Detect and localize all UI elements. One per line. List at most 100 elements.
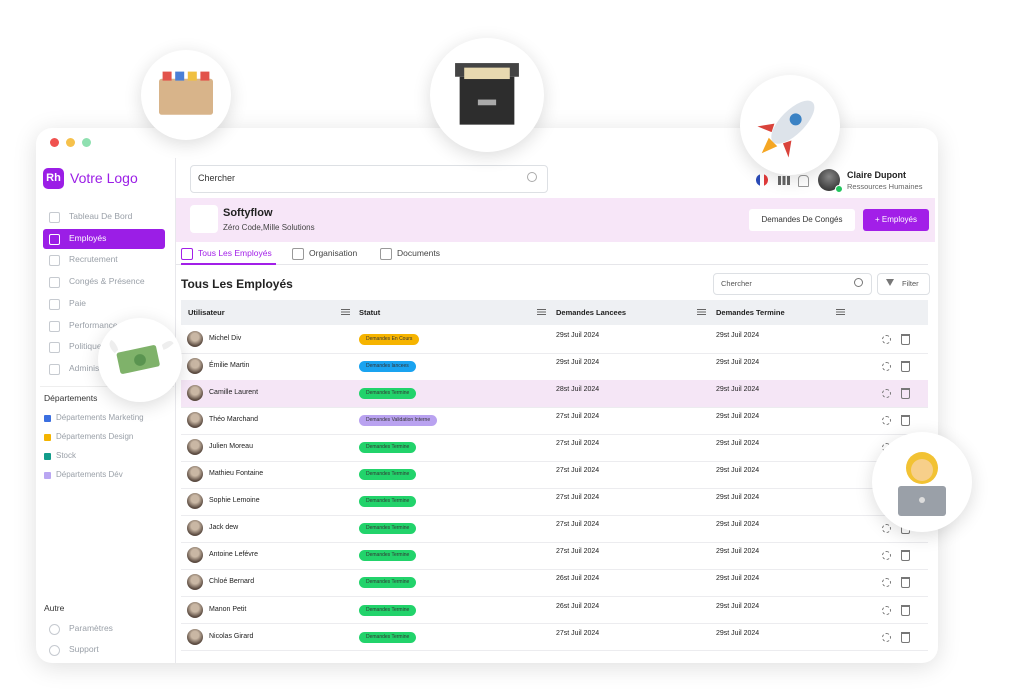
employee-name: Théo Marchand bbox=[209, 416, 259, 424]
tab[interactable]: Tous Les Employés bbox=[198, 248, 272, 258]
nav-item[interactable]: Congés & Présence bbox=[69, 276, 145, 287]
status-pill: Demandes En Cours bbox=[359, 334, 420, 345]
sort-icon[interactable] bbox=[697, 309, 706, 315]
row-border bbox=[181, 623, 928, 624]
tab[interactable]: Organisation bbox=[309, 248, 358, 258]
column-header: Utilisateur bbox=[188, 308, 225, 317]
delete-icon[interactable] bbox=[901, 361, 910, 373]
row-border bbox=[181, 541, 928, 543]
settings-icon[interactable] bbox=[882, 362, 891, 372]
apps-icon[interactable] bbox=[778, 176, 790, 185]
settings-icon[interactable] bbox=[882, 632, 891, 642]
nav-icon bbox=[49, 255, 60, 267]
online-dot bbox=[835, 185, 843, 193]
nav-icon bbox=[49, 645, 60, 656]
delete-icon[interactable] bbox=[901, 604, 910, 616]
filter-icon bbox=[886, 279, 894, 286]
row-border bbox=[181, 487, 928, 489]
illustration bbox=[757, 100, 815, 158]
settings-icon[interactable] bbox=[882, 389, 891, 399]
delete-icon[interactable] bbox=[901, 334, 910, 345]
row-border bbox=[181, 379, 928, 381]
dept-item[interactable]: Départements Design bbox=[56, 432, 134, 441]
date-end: 29st Juil 2024 bbox=[716, 629, 760, 637]
delete-icon[interactable] bbox=[901, 388, 910, 400]
row-border bbox=[181, 460, 928, 462]
avatar bbox=[187, 439, 203, 456]
nav-item[interactable]: Support bbox=[69, 644, 99, 654]
bell-icon[interactable] bbox=[798, 175, 809, 187]
search-placeholder: Chercher bbox=[721, 279, 752, 288]
dept-item[interactable]: Départements Dév bbox=[56, 470, 123, 479]
date-end: 29st Juil 2024 bbox=[716, 494, 760, 502]
delete-icon[interactable] bbox=[901, 631, 910, 643]
delete-icon[interactable] bbox=[901, 577, 910, 589]
table-header-bg bbox=[181, 300, 928, 325]
nav-item[interactable]: Paie bbox=[69, 297, 87, 308]
settings-icon[interactable] bbox=[882, 335, 891, 344]
employee-name: Antoine Lefévre bbox=[209, 551, 259, 559]
row-border bbox=[181, 352, 928, 354]
settings-icon[interactable] bbox=[882, 416, 891, 426]
avatar bbox=[187, 601, 203, 618]
table-search[interactable] bbox=[713, 273, 872, 295]
tab[interactable]: Documents bbox=[397, 248, 440, 258]
status-pill: Demandes Termine bbox=[359, 577, 417, 589]
tab-icon bbox=[292, 248, 304, 260]
sort-icon[interactable] bbox=[836, 309, 845, 315]
delete-icon[interactable] bbox=[901, 415, 910, 427]
nav-item[interactable]: Tableau De Bord bbox=[69, 211, 133, 221]
date-end: 29st Juil 2024 bbox=[716, 521, 760, 529]
button-leave[interactable]: Demandes De Congés bbox=[749, 209, 855, 231]
filter-label: Filter bbox=[902, 279, 919, 288]
flag bbox=[756, 174, 768, 186]
row-highlight bbox=[181, 380, 928, 408]
tab-icon bbox=[181, 248, 193, 260]
dot-yellow bbox=[66, 138, 75, 147]
settings-icon[interactable] bbox=[882, 578, 891, 588]
company-name: Softyflow bbox=[223, 207, 273, 219]
nav-item[interactable]: Employés bbox=[69, 232, 107, 243]
sort-icon[interactable] bbox=[537, 309, 546, 315]
avatar bbox=[187, 412, 203, 429]
section-heading: Départements bbox=[44, 393, 98, 403]
date-start: 27st Juil 2024 bbox=[556, 521, 600, 529]
section-heading: Autre bbox=[44, 603, 65, 613]
nav-item[interactable]: Performance bbox=[69, 319, 118, 330]
nav-item[interactable]: Administration bbox=[69, 362, 123, 373]
avatar bbox=[187, 358, 203, 375]
status-pill: Demandes Termine bbox=[359, 604, 417, 616]
nav-item[interactable]: Paramètres bbox=[69, 623, 113, 633]
section-title: Tous Les Employés bbox=[181, 277, 293, 291]
user-name: Claire Dupont bbox=[847, 170, 907, 180]
date-end: 29st Juil 2024 bbox=[716, 413, 760, 421]
settings-icon[interactable] bbox=[882, 524, 891, 534]
filter-button[interactable] bbox=[877, 273, 930, 295]
button-add[interactable]: + Employés bbox=[863, 209, 929, 231]
search-box[interactable] bbox=[190, 165, 548, 193]
settings-icon[interactable] bbox=[882, 605, 891, 615]
nav-icon bbox=[49, 320, 60, 332]
search-placeholder: Chercher bbox=[198, 173, 236, 183]
nav-item[interactable]: Recrutement bbox=[69, 254, 118, 265]
status-pill: Demandes Termine bbox=[359, 523, 417, 535]
dept-item[interactable]: Stock bbox=[56, 451, 77, 460]
date-start: 29st Juil 2024 bbox=[556, 332, 600, 339]
date-start: 26st Juil 2024 bbox=[556, 602, 600, 610]
nav-icon bbox=[49, 342, 60, 354]
avatar bbox=[187, 466, 203, 483]
dept-item[interactable]: Départements Marketing bbox=[56, 413, 144, 422]
employee-name: Chloé Bernard bbox=[209, 578, 255, 586]
nav-item[interactable]: Politiques bbox=[69, 341, 106, 352]
employee-name: Mathieu Fontaine bbox=[209, 470, 264, 478]
row-border bbox=[181, 406, 928, 408]
tabs-line bbox=[176, 264, 928, 265]
date-end: 29st Juil 2024 bbox=[716, 440, 760, 448]
date-start: 27st Juil 2024 bbox=[556, 413, 600, 421]
sort-icon[interactable] bbox=[341, 309, 350, 315]
status-pill: Demandes Termine bbox=[359, 388, 417, 400]
delete-icon[interactable] bbox=[901, 550, 910, 562]
date-start: 27st Juil 2024 bbox=[556, 467, 600, 475]
settings-icon[interactable] bbox=[882, 551, 891, 561]
